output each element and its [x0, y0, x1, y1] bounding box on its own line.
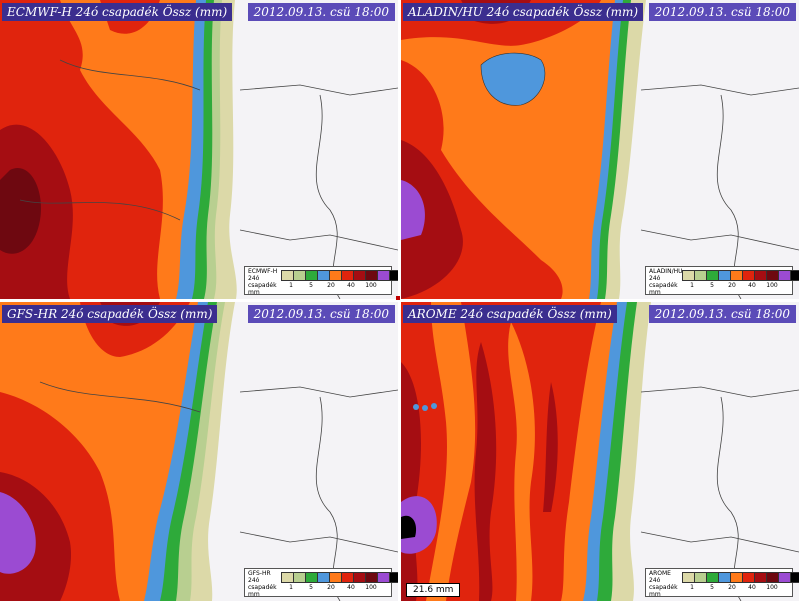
legend-tick-label: 100 — [766, 584, 778, 591]
legend-ticks: 1 5 20 40 100 — [682, 282, 790, 292]
panel-date: 2012.09.13. csü 18:00 — [247, 3, 395, 21]
legend-tick-label: 5 — [309, 282, 313, 289]
legend-tick-label: 40 — [347, 584, 355, 591]
legend-tick-label: 20 — [327, 282, 335, 289]
legend-tick-label: 20 — [728, 282, 736, 289]
precip-map-aladin — [401, 0, 799, 299]
precip-map-ecmwf — [0, 0, 398, 299]
map-panel-ecmwf: ECMWF-H 24ó csapadék Össz (mm) 2012.09.1… — [0, 0, 398, 299]
panel-title: ECMWF-H 24ó csapadék Össz (mm) — [2, 3, 233, 21]
legend-swatch — [790, 270, 799, 281]
legend-tick-label: 1 — [289, 584, 293, 591]
legend-label: AROME 24ó csapadék mm — [649, 570, 678, 598]
legend-label: GFS-HR 24ó csapadék mm — [248, 570, 277, 598]
legend-tick-label: 1 — [289, 282, 293, 289]
legend-tick-label: 1 — [690, 584, 694, 591]
map-panel-arome: AROME 24ó csapadék Össz (mm) 2012.09.13.… — [401, 302, 799, 601]
legend-tick-label: 100 — [766, 282, 778, 289]
legend-tick-label: 5 — [710, 584, 714, 591]
legend-swatch — [790, 572, 799, 583]
precip-map-arome — [401, 302, 799, 601]
cursor-marker — [396, 296, 400, 300]
panel-date: 2012.09.13. csü 18:00 — [648, 305, 796, 323]
legend-label: ECMWF-H 24ó csapadék mm — [248, 268, 278, 296]
legend-swatches — [682, 270, 799, 281]
legend-tick-label: 5 — [309, 584, 313, 591]
legend: GFS-HR 24ó csapadék mm 1 5 20 40 100 — [244, 568, 398, 598]
legend-tick-label: 100 — [365, 584, 377, 591]
panel-title: ALADIN/HU 24ó csapadék Össz (mm) — [403, 3, 644, 21]
value-readout: 21.6 mm — [406, 583, 461, 597]
legend-swatches — [281, 270, 398, 281]
legend-swatch — [389, 270, 398, 281]
panel-date: 2012.09.13. csü 18:00 — [247, 305, 395, 323]
legend: ECMWF-H 24ó csapadék mm 1 5 20 40 100 — [244, 266, 398, 296]
map-panel-aladin: ALADIN/HU 24ó csapadék Össz (mm) 2012.09… — [401, 0, 799, 299]
legend-tick-label: 40 — [748, 282, 756, 289]
legend-tick-label: 1 — [690, 282, 694, 289]
panel-title: GFS-HR 24ó csapadék Össz (mm) — [2, 305, 218, 323]
legend: ALADIN/HU 24ó csapadék mm 1 5 20 40 100 — [645, 266, 799, 296]
legend-label: ALADIN/HU 24ó csapadék mm — [649, 268, 683, 296]
map-panel-gfs: GFS-HR 24ó csapadék Össz (mm) 2012.09.13… — [0, 302, 398, 601]
panel-title: AROME 24ó csapadék Össz (mm) — [403, 305, 617, 323]
legend-ticks: 1 5 20 40 100 — [281, 584, 389, 594]
legend-swatch — [389, 572, 398, 583]
legend-swatches — [281, 572, 398, 583]
legend-tick-label: 40 — [347, 282, 355, 289]
legend-ticks: 1 5 20 40 100 — [281, 282, 389, 292]
legend-ticks: 1 5 20 40 100 — [682, 584, 790, 594]
legend-tick-label: 5 — [710, 282, 714, 289]
legend: AROME 24ó csapadék mm 1 5 20 40 100 — [645, 568, 799, 598]
legend-tick-label: 100 — [365, 282, 377, 289]
legend-tick-label: 40 — [748, 584, 756, 591]
legend-tick-label: 20 — [728, 584, 736, 591]
legend-swatches — [682, 572, 799, 583]
legend-tick-label: 20 — [327, 584, 335, 591]
panel-date: 2012.09.13. csü 18:00 — [648, 3, 796, 21]
precip-map-gfs — [0, 302, 398, 601]
